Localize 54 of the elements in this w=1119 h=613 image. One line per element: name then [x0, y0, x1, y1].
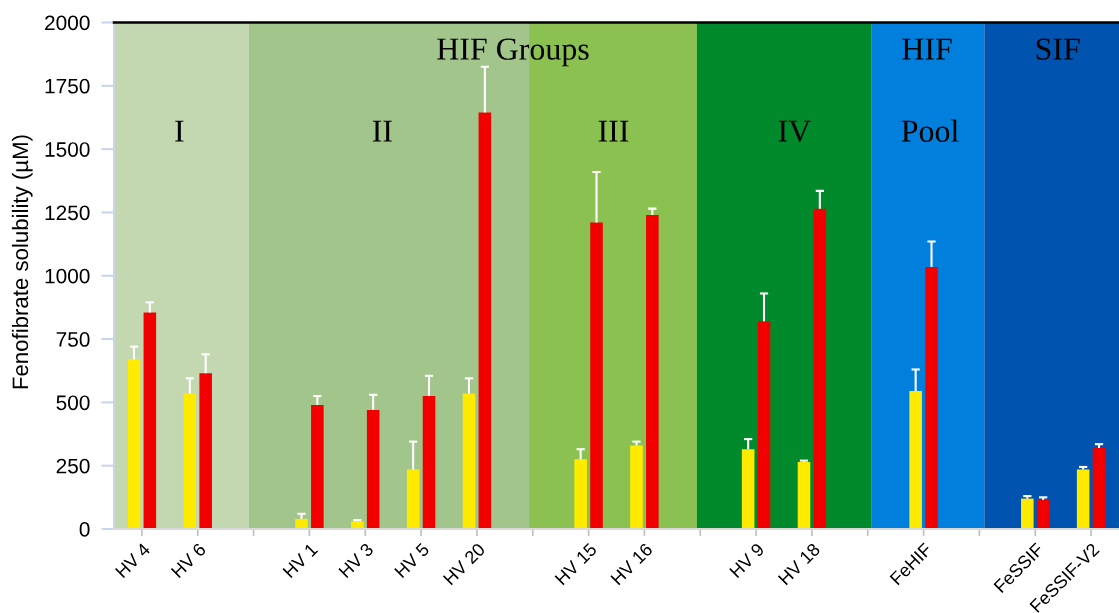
y-axis-title: Fenofibrate solubility (µM) [11, 135, 33, 389]
x-tick-label: HV 9 [729, 542, 765, 579]
bar [797, 461, 811, 529]
y-tick-label: 0 [79, 522, 90, 537]
x-tick-label: HV 6 [170, 542, 207, 579]
x-tick-label: HV 3 [338, 542, 375, 579]
x-tick-label: HV 5 [394, 542, 430, 579]
bar [351, 521, 364, 529]
annotation: HIF [902, 38, 952, 60]
bar [295, 518, 308, 529]
bar [478, 112, 492, 529]
bar [630, 445, 643, 529]
annotation: HIF Groups [437, 38, 589, 67]
y-tick-label: 1000 [45, 268, 90, 284]
bar [366, 409, 380, 529]
bar [1092, 447, 1106, 529]
x-tick-label: HV 15 [554, 542, 598, 586]
bar [199, 373, 212, 529]
y-tick-label: 2000 [45, 15, 90, 31]
bar [1076, 469, 1090, 529]
y-tick-label: 750 [56, 332, 90, 347]
bar [574, 459, 587, 529]
bar [1036, 499, 1050, 529]
bar [925, 266, 938, 529]
bar [422, 396, 436, 529]
x-tick-label: HV 4 [115, 542, 151, 579]
bar [406, 469, 420, 529]
bar [813, 208, 827, 529]
y-tick-label: 1250 [45, 205, 90, 221]
annotation: II [372, 120, 392, 142]
bar [311, 404, 324, 529]
x-tick-label: HV 20 [442, 542, 486, 586]
y-tick-label: 1500 [45, 142, 90, 157]
bar [143, 312, 157, 529]
bar [1021, 498, 1034, 529]
bar [462, 393, 476, 529]
x-tick-label: HV 18 [777, 542, 821, 586]
bar [590, 222, 603, 529]
bar [127, 359, 141, 529]
bar [909, 390, 922, 529]
annotation: IV [778, 120, 811, 143]
bar [757, 321, 771, 529]
annotation: I [175, 120, 184, 142]
bar [646, 214, 659, 529]
x-tick-label: HV 1 [282, 542, 319, 579]
y-tick-label: 1750 [45, 78, 90, 94]
annotation: SIF [1036, 38, 1080, 60]
x-tick-label: HV 16 [610, 542, 654, 586]
annotation: III [598, 120, 629, 142]
y-tick-label: 250 [56, 458, 90, 474]
y-tick-label: 500 [56, 395, 90, 411]
annotation: Pool [901, 119, 959, 142]
bar [741, 449, 755, 529]
bar [183, 393, 197, 529]
